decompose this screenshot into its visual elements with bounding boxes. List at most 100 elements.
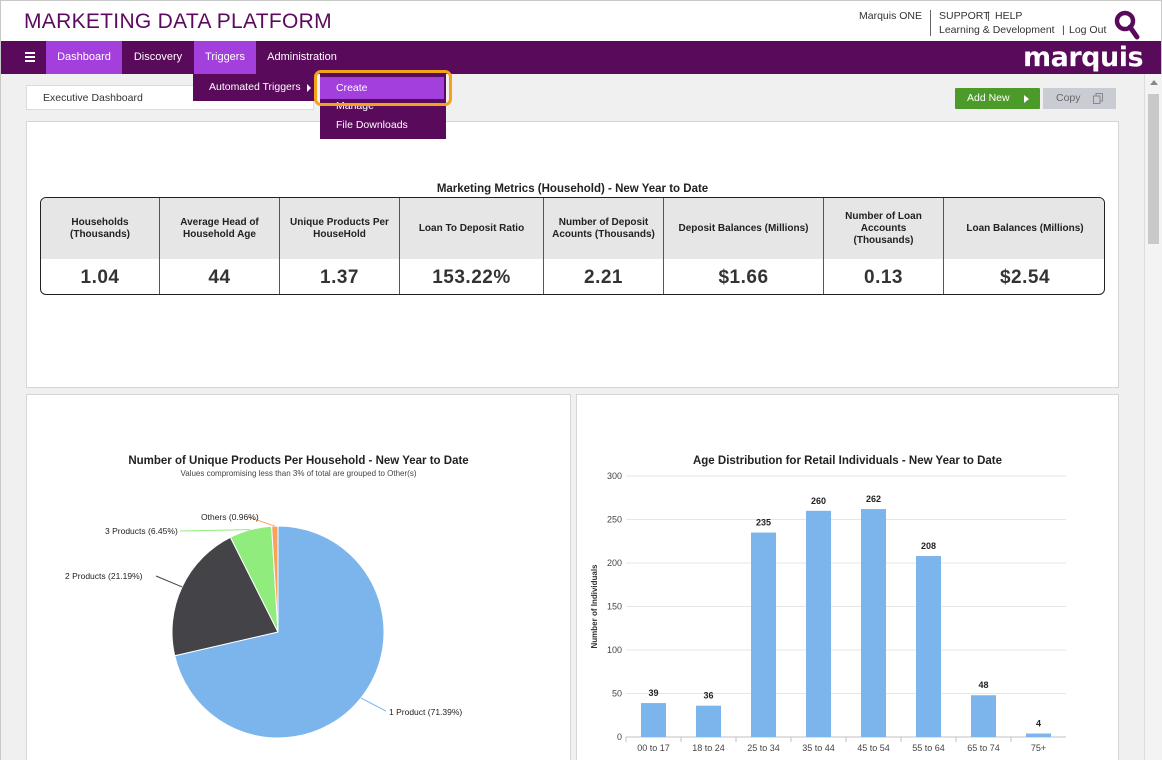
metric-deposit-balances: Deposit Balances (Millions) $1.66	[664, 198, 824, 294]
pie-chart-title: Number of Unique Products Per Household …	[128, 455, 469, 467]
metric-value: 2.21	[584, 266, 623, 288]
main-navbar: Dashboard Discovery Triggers Administrat…	[0, 41, 1162, 74]
x-tick-label: 18 to 24	[692, 743, 725, 753]
submenu-arrow-icon	[307, 84, 311, 92]
bar-65-to-74[interactable]	[971, 695, 996, 737]
bar-data-label: 208	[921, 541, 936, 551]
support-link[interactable]: SUPPORT	[939, 10, 990, 22]
nav-administration[interactable]: Administration	[267, 51, 337, 63]
marquis-one-link[interactable]: Marquis ONE	[859, 10, 923, 22]
nav-discovery[interactable]: Discovery	[133, 51, 183, 63]
add-new-label: Add New	[967, 92, 1010, 104]
x-tick-label: 00 to 17	[637, 743, 670, 753]
pie-slice-2-products[interactable]	[171, 536, 279, 657]
pie-chart-subtitle: Values compromising less than 3% of tota…	[180, 469, 417, 478]
copy-icon	[1093, 93, 1103, 104]
metric-header: Deposit Balances (Millions)	[664, 198, 823, 259]
bar-data-label: 48	[978, 680, 988, 690]
metric-avg-age: Average Head of Household Age 44	[160, 198, 280, 294]
metric-value: 0.13	[864, 266, 903, 288]
bar-18-to-24[interactable]	[696, 705, 721, 737]
learning-development-link[interactable]: Learning & Development	[939, 24, 1055, 36]
copy-label: Copy	[1056, 92, 1081, 104]
pie-slice-1-product[interactable]	[174, 525, 385, 739]
metric-deposit-accounts: Number of Deposit Acounts (Thousands) 2.…	[544, 198, 664, 294]
metric-value: $1.66	[718, 266, 769, 288]
copy-button[interactable]: Copy	[1043, 88, 1116, 109]
bar-data-label: 260	[811, 496, 826, 506]
menu-create[interactable]: Create	[320, 77, 444, 99]
metric-header: Loan Balances (Millions)	[944, 198, 1104, 259]
x-tick-label: 45 to 54	[857, 743, 890, 753]
bar-data-label: 235	[756, 518, 771, 528]
bar-chart-panel	[576, 394, 1119, 760]
bar-chart: 0 50 100 150 200 250 300 Number of Individuals 3…	[590, 471, 1066, 753]
metric-header: Average Head of Household Age	[160, 198, 279, 259]
header-divider	[930, 10, 931, 36]
bar-35-to-44[interactable]	[806, 510, 831, 737]
hamburger-menu-icon[interactable]	[25, 52, 35, 62]
metric-value: 1.04	[80, 266, 120, 288]
menu-file-downloads[interactable]: File Downloads	[336, 119, 408, 131]
bar-data-label: 262	[866, 494, 881, 504]
x-tick-label: 25 to 34	[747, 743, 780, 753]
metric-loan-accounts: Number of Loan Accounts (Thousands) 0.13	[824, 198, 944, 294]
bar-75-[interactable]	[1026, 733, 1051, 737]
bar-data-label: 36	[703, 691, 713, 701]
logout-link[interactable]: Log Out	[1069, 24, 1107, 36]
nav-triggers[interactable]: Triggers	[194, 41, 256, 74]
add-new-button[interactable]: Add New	[955, 88, 1040, 109]
metric-value: 153.22%	[432, 266, 511, 288]
metric-value: 44	[208, 266, 231, 288]
pie-label-3-products: 3 Products (6.45%)	[105, 526, 178, 536]
marquis-search-icon[interactable]	[1114, 10, 1140, 40]
menu-automated-triggers[interactable]: Automated Triggers	[209, 81, 301, 93]
metric-header: Number of Loan Accounts (Thousands)	[824, 198, 943, 259]
pie-connector-line	[360, 697, 387, 712]
x-tick-label: 75+	[1031, 743, 1046, 753]
y-tick-label: 200	[607, 558, 622, 568]
metric-loan-deposit-ratio: Loan To Deposit Ratio 153.22%	[400, 198, 544, 294]
metric-value: 1.37	[320, 266, 359, 288]
bar-45-to-54[interactable]	[861, 509, 886, 737]
create-highlight	[314, 70, 452, 106]
metrics-title: Marketing Metrics (Household) - New Year…	[436, 183, 709, 195]
pie-connector-line	[179, 529, 251, 532]
metric-header: Unique Products Per HouseHold	[280, 198, 399, 259]
metric-loan-balances: Loan Balances (Millions) $2.54	[944, 198, 1104, 294]
bar-25-to-34[interactable]	[751, 532, 776, 737]
metric-header: Households (Thousands)	[41, 198, 159, 259]
bar-data-label: 39	[648, 688, 658, 698]
pie-connector-line	[247, 516, 275, 527]
pie-chart	[155, 516, 387, 739]
metric-header: Number of Deposit Acounts (Thousands)	[544, 198, 663, 259]
pie-connector-line	[155, 575, 183, 588]
bar-00-to-17[interactable]	[641, 703, 666, 737]
pie-label-2-products: 2 Products (21.19%)	[65, 571, 143, 581]
bar-55-to-64[interactable]	[916, 556, 941, 737]
bar-chart-title: Age Distribution for Retail Individuals …	[692, 455, 1003, 467]
metric-value: $2.54	[999, 266, 1051, 288]
separator: |	[987, 10, 990, 22]
vertical-scrollbar[interactable]	[1144, 74, 1162, 760]
nav-dashboard[interactable]: Dashboard	[46, 41, 122, 74]
separator: |	[1062, 24, 1065, 36]
y-tick-label: 50	[612, 689, 622, 699]
metric-header: Loan To Deposit Ratio	[400, 198, 543, 259]
metric-unique-products: Unique Products Per HouseHold 1.37	[280, 198, 400, 294]
metrics-table: Households (Thousands) 1.04 Average Head…	[40, 197, 1105, 295]
y-tick-label: 250	[607, 515, 622, 525]
triggers-dropdown: Automated Triggers	[193, 74, 315, 101]
x-tick-label: 55 to 64	[912, 743, 945, 753]
top-header: MARKETING DATA PLATFORM Marquis ONE SUPP…	[0, 0, 1162, 41]
scroll-up-icon[interactable]	[1150, 80, 1158, 85]
help-link[interactable]: HELP	[995, 10, 1023, 22]
metric-households: Households (Thousands) 1.04	[41, 198, 160, 294]
pie-label-others: Others (0.96%)	[201, 512, 259, 522]
pie-label-1-product: 1 Product (71.39%)	[389, 707, 463, 717]
x-tick-label: 35 to 44	[802, 743, 835, 753]
scroll-thumb[interactable]	[1148, 94, 1159, 244]
caret-right-icon	[1024, 95, 1029, 103]
x-tick-label: 65 to 74	[967, 743, 1000, 753]
y-axis-label: Number of Individuals	[590, 564, 599, 649]
